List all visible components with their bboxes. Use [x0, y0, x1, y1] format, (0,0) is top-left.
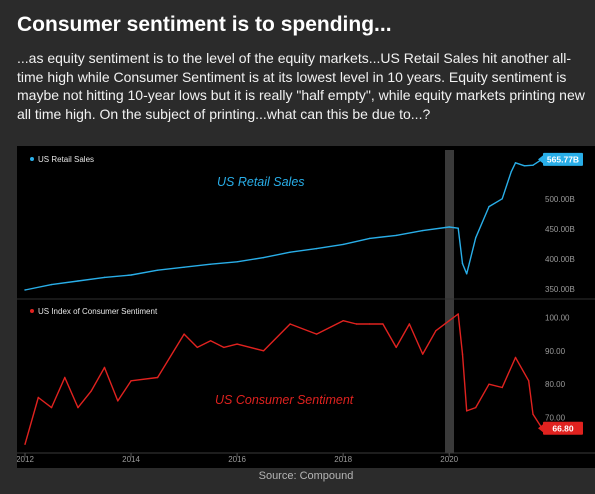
sentiment-data-point [64, 376, 66, 379]
sentiment-last-value-label: 66.80 [552, 423, 574, 433]
sentiment-data-point [236, 343, 238, 345]
retail-y-tick-label: 400.00B [545, 255, 575, 264]
sentiment-data-point [514, 356, 517, 359]
retail-data-point [209, 263, 212, 265]
retail-data-point [461, 262, 464, 265]
sentiment-last-value-badge [543, 421, 583, 435]
sentiment-data-point [315, 333, 318, 335]
sentiment-data-point [528, 380, 530, 382]
retail-data-point [315, 247, 318, 250]
sentiment-data-point [369, 323, 371, 325]
retail-data-point [262, 256, 265, 259]
sentiment-y-tick-label: 90.00 [545, 347, 566, 356]
retail-last-value-label: 565.77B [547, 154, 579, 164]
retail-data-point [395, 234, 397, 237]
x-tick-label: 2020 [440, 455, 458, 464]
sentiment-data-point [382, 323, 384, 325]
x-tick-label: 2018 [334, 455, 352, 464]
x-tick-label: 2016 [228, 455, 246, 464]
retail-legend-marker [30, 157, 34, 161]
retail-data-point [369, 237, 371, 240]
sentiment-data-point [461, 353, 464, 355]
sentiment-data-point [475, 406, 477, 409]
sentiment-data-point [289, 323, 291, 325]
retail-data-point [466, 273, 468, 275]
retail-data-point [475, 237, 477, 239]
sentiment-data-point [223, 346, 225, 349]
retail-data-point [130, 274, 132, 276]
x-tick-label: 2012 [17, 455, 34, 464]
retail-data-point [532, 164, 534, 166]
sentiment-data-point [435, 330, 437, 332]
sentiment-data-point [448, 320, 450, 322]
retail-last-value-badge [543, 152, 583, 166]
retail-legend-label: US Retail Sales [38, 155, 94, 164]
sentiment-data-point [24, 443, 26, 445]
covid-shading [445, 150, 454, 453]
x-tick-label: 2014 [122, 455, 140, 464]
retail-data-point [488, 205, 490, 208]
retail-data-point [24, 289, 26, 291]
retail-data-point [236, 261, 238, 263]
sentiment-data-point [457, 313, 459, 315]
retail-data-point [457, 227, 459, 229]
retail-data-point [510, 171, 512, 173]
sentiment-data-point [103, 366, 106, 369]
sentiment-badge-pointer [538, 424, 543, 433]
sentiment-data-point [196, 346, 198, 349]
sentiment-y-tick-label: 80.00 [545, 380, 566, 389]
retail-y-tick-label: 350.00B [545, 285, 575, 294]
sentiment-y-tick-label: 70.00 [545, 414, 566, 423]
retail-annotation: US Retail Sales [217, 175, 305, 189]
source-note: Source: Compound [258, 470, 354, 482]
sentiment-data-point [501, 386, 503, 389]
retail-data-point [77, 280, 79, 282]
sentiment-data-point [50, 406, 53, 409]
retail-data-point [289, 251, 291, 253]
retail-data-point [50, 283, 53, 286]
page-title: Consumer sentiment is to spending... [17, 13, 392, 36]
retail-data-point [501, 198, 503, 200]
sentiment-data-point [532, 413, 534, 415]
retail-data-point [103, 276, 106, 279]
chart-panel: 350.00B 400.00B 450.00B 500.00B US Retail Sa… [16, 146, 595, 468]
retail-badge-pointer [538, 155, 543, 164]
intro-paragraph: ...as equity sentiment is to the level o… [17, 50, 585, 122]
sentiment-data-point [130, 380, 132, 382]
sentiment-data-point [77, 406, 79, 409]
sentiment-y-tick-label: 100.00 [545, 313, 570, 322]
retail-series-line [24, 158, 543, 291]
sentiment-legend-marker [30, 309, 34, 313]
sentiment-data-point [156, 376, 159, 379]
sentiment-data-point [262, 350, 265, 352]
sentiment-data-point [422, 353, 424, 355]
retail-data-point [514, 162, 517, 164]
sentiment-data-point [37, 396, 39, 399]
retail-data-point [422, 229, 424, 232]
sentiment-data-point [466, 410, 468, 412]
sentiment-data-point [395, 346, 397, 349]
sentiment-annotation: US Consumer Sentiment [215, 393, 354, 407]
retail-data-point [448, 226, 450, 228]
sentiment-data-point [488, 383, 490, 385]
dual-line-chart: 350.00B 400.00B 450.00B 500.00B US Retail Sa… [16, 150, 595, 464]
sentiment-data-point [183, 333, 185, 335]
sentiment-data-point [355, 323, 358, 325]
retail-data-point [523, 165, 526, 167]
retail-data-point [156, 269, 159, 271]
retail-y-tick-label: 450.00B [545, 225, 575, 234]
retail-data-point [342, 243, 344, 246]
retail-data-point [183, 266, 185, 268]
sentiment-data-point [117, 400, 119, 402]
sentiment-data-point [209, 340, 212, 342]
sentiment-series-line [24, 313, 543, 445]
sentiment-data-point [90, 390, 93, 392]
retail-y-tick-label: 500.00B [545, 195, 575, 204]
sentiment-data-point [342, 320, 344, 322]
sentiment-legend-label: US Index of Consumer Sentiment [38, 307, 158, 316]
sentiment-data-point [408, 323, 411, 325]
